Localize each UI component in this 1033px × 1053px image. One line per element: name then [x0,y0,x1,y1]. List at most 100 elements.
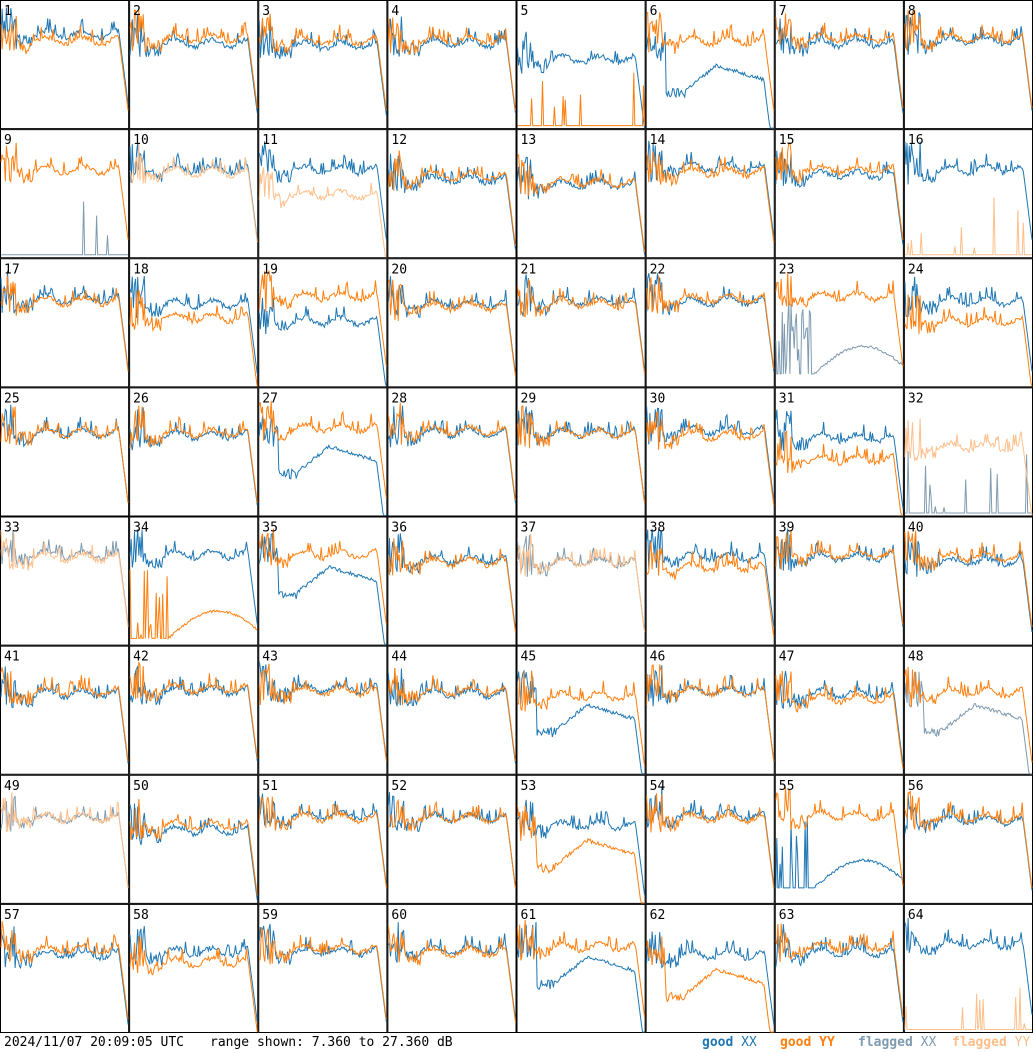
panel-19: 19 [258,258,388,388]
series-yy-panel-24 [904,294,1033,387]
panel-21: 21 [516,258,646,388]
panel-frame [645,129,775,259]
panel-label: 16 [908,133,924,148]
panel-59: 59 [258,903,388,1033]
panel-label: 26 [133,391,149,406]
panel-label: 1 [4,4,12,19]
series-yy-panel-15 [775,142,904,240]
panel-label: 23 [779,262,795,277]
panel-frame [129,774,259,904]
panel-51: 51 [258,774,388,904]
series-yy-panel-64 [904,987,1032,1030]
panel-45: 45 [516,645,646,775]
series-yy-panel-53 [517,805,645,904]
panel-label: 46 [650,650,666,665]
panel-label: 53 [521,779,537,794]
series-xx-panel-9 [1,201,129,256]
legend-good-xx-pol: XX [741,1035,757,1050]
series-yy-panel-47 [775,670,904,769]
series-xx-panel-10 [129,141,258,240]
panel-label: 60 [391,908,407,923]
panel-label: 6 [650,4,658,19]
panel-label: 51 [262,779,278,794]
series-yy-panel-44 [387,668,516,762]
series-yy-panel-27 [258,400,387,499]
panel-29: 29 [516,387,646,517]
panel-frame [258,129,388,259]
panel-label: 15 [779,133,795,148]
series-yy-panel-4 [387,17,516,111]
panel-label: 55 [779,779,795,794]
series-xx-panel-8 [904,12,1033,111]
series-yy-panel-7 [775,13,904,109]
legend-good-yy-word: good [780,1035,812,1050]
panel-frame [645,774,775,904]
panel-5: 5 [516,0,646,130]
series-yy-panel-31 [775,430,903,516]
series-xx-panel-60 [387,922,516,1020]
panel-label: 32 [908,391,924,406]
series-xx-panel-11 [258,141,387,240]
panel-11: 11 [258,129,388,259]
panel-62: 62 [645,903,775,1033]
panel-frame [0,387,130,517]
series-xx-panel-4 [387,16,516,114]
series-yy-panel-22 [646,275,775,369]
panel-44: 44 [387,645,517,775]
panel-55: 55 [774,774,904,904]
series-yy-panel-42 [129,661,258,759]
legend-flagged-yy-pol: YY [1014,1035,1031,1050]
series-xx-panel-35 [258,532,387,646]
range-label: range shown: 7.360 to 27.360 dB [210,1035,453,1050]
panel-label: 5 [521,4,529,19]
legend-flagged-xx-pol: XX [920,1035,937,1050]
panel-label: 36 [391,521,407,536]
panel-label: 2 [133,4,141,19]
series-xx-panel-21 [517,274,646,372]
series-xx-panel-54 [646,786,775,886]
panel-frame [387,387,517,517]
panel-frame [645,0,775,130]
panel-40: 40 [903,516,1033,646]
panel-53: 53 [516,774,646,904]
panel-label: 20 [391,262,407,277]
series-yy-panel-60 [387,925,516,1023]
panel-label: 3 [262,4,270,19]
series-yy-panel-28 [387,402,516,501]
panel-label: 37 [521,521,537,536]
panel-label: 19 [262,262,278,277]
panel-16: 16 [903,129,1033,259]
panel-17: 17 [0,258,130,388]
panel-28: 28 [387,387,517,517]
series-xx-panel-33 [0,530,129,625]
series-xx-panel-47 [775,670,904,764]
panel-label: 63 [779,908,795,923]
panel-frame [258,774,388,904]
panel-label: 58 [133,908,149,923]
series-yy-panel-63 [775,923,904,1018]
panel-12: 12 [387,129,517,259]
panel-frame [387,516,517,646]
panel-1: 1 [0,0,130,130]
panel-63: 63 [774,903,904,1033]
series-yy-panel-40 [904,530,1033,628]
panel-57: 57 [0,903,130,1033]
legend-flagged-yy-word: flagged [952,1035,1007,1050]
panel-label: 33 [4,521,20,536]
panel-label: 38 [650,521,666,536]
series-yy-panel-23 [775,272,904,367]
panel-label: 18 [133,262,149,277]
series-yy-panel-59 [258,927,387,1020]
panel-label: 40 [908,521,924,536]
panel-frame [258,516,388,646]
panel-label: 29 [521,391,537,406]
panel-frame [516,258,646,388]
panel-frame [516,387,646,517]
timestamp: 2024/11/07 20:09:05 UTC [4,1035,185,1050]
panel-label: 39 [779,521,795,536]
panel-label: 35 [262,521,278,536]
panel-50: 50 [129,774,259,904]
panel-frame [645,645,775,775]
series-yy-panel-17 [0,275,129,372]
